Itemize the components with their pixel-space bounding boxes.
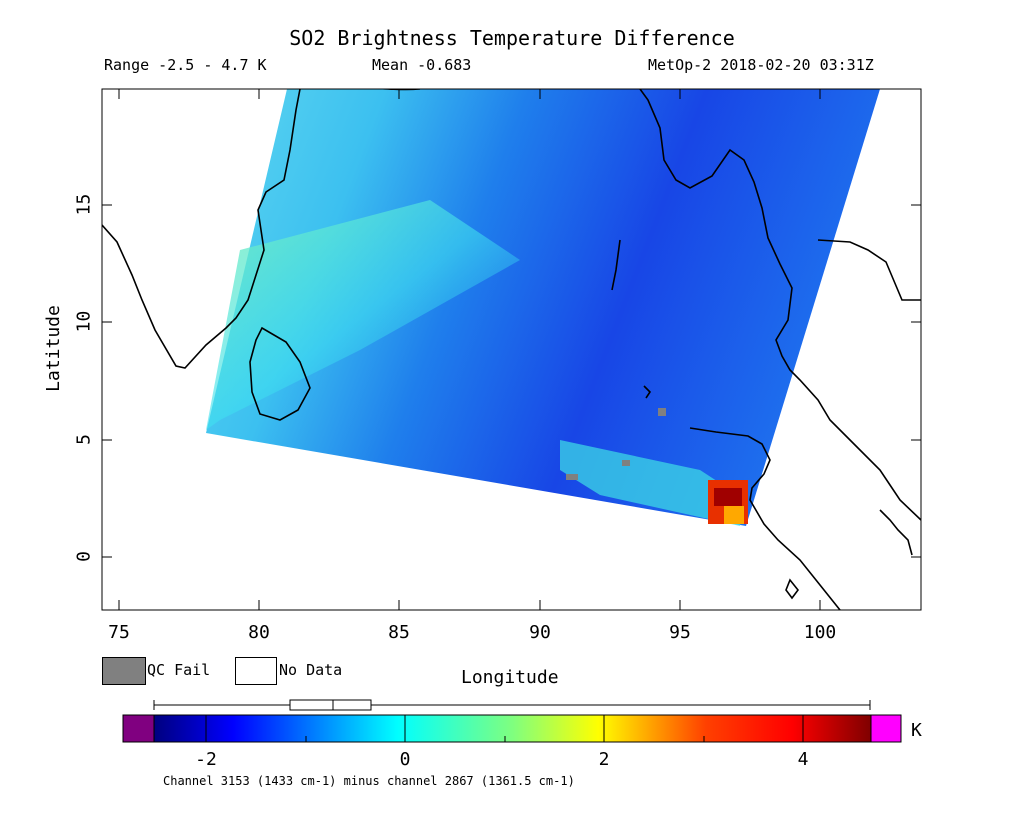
colorbar-tick-label: -2 [195, 749, 217, 770]
medium-so2-cells [724, 506, 744, 524]
x-tick-label: 85 [388, 622, 410, 643]
colorbar-tick-label: 0 [399, 749, 411, 770]
y-tick-label: 0 [73, 551, 95, 562]
x-tick-label: 75 [108, 622, 130, 643]
satellite-swath [206, 89, 880, 526]
colorbar-tick-label: 4 [797, 749, 809, 770]
colorbar-over [870, 714, 902, 743]
x-tick-label: 95 [669, 622, 691, 643]
qc-fail-swatch [102, 657, 146, 685]
qc-fail-cell [622, 460, 630, 466]
x-axis-ticks [118, 89, 821, 610]
no-data-label: No Data [279, 661, 343, 679]
colorbar-tick-label: 2 [598, 749, 610, 770]
colorbar-ticks [205, 715, 804, 742]
y-tick-label: 15 [73, 193, 95, 216]
no-data-swatch [235, 657, 277, 685]
y-tick-label: 5 [73, 434, 95, 445]
colorbar-unit: K [911, 720, 922, 741]
colorbar-gradient [153, 714, 872, 743]
qc-fail-cell [566, 474, 578, 480]
satellite-time-label: MetOp-2 2018-02-20 03:31Z [648, 56, 874, 74]
swath-band-south [560, 440, 746, 526]
x-tick-label: 100 [803, 622, 837, 643]
x-axis-label: Longitude [461, 667, 559, 688]
swath-band-high [206, 200, 520, 430]
qc-fail-cell [658, 408, 666, 416]
qc-fail-label: QC Fail [147, 661, 211, 679]
channel-footnote: Channel 3153 (1433 cm-1) minus channel 2… [163, 774, 575, 788]
map-title: SO2 Brightness Temperature Difference [289, 26, 735, 50]
range-label: Range -2.5 - 4.7 K [104, 56, 267, 74]
box-plot [153, 699, 871, 711]
mean-label: Mean -0.683 [372, 56, 472, 74]
plot-frame [101, 88, 922, 611]
y-axis-label: Latitude [42, 305, 64, 392]
y-tick-label: 10 [73, 310, 95, 333]
x-tick-label: 80 [248, 622, 270, 643]
colorbar-under [122, 714, 155, 743]
y-axis-ticks [102, 204, 921, 558]
high-so2-core [714, 488, 742, 506]
colorbar [122, 699, 902, 743]
x-tick-label: 90 [529, 622, 551, 643]
